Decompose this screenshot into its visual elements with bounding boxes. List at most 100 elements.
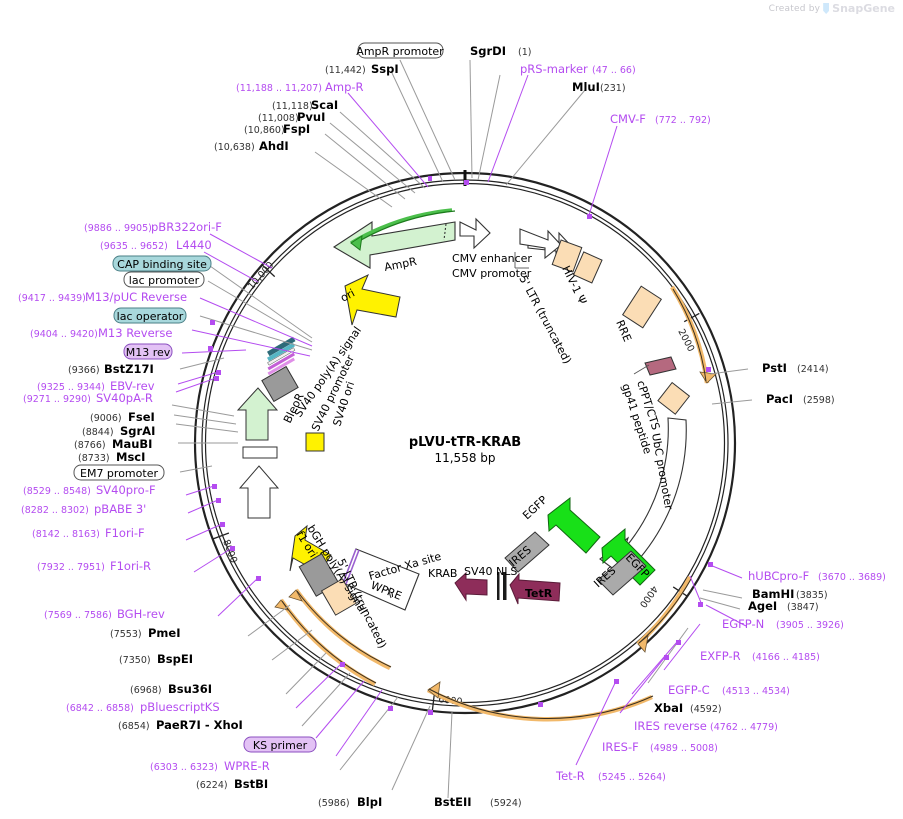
primer-ires-f[interactable]: IRES-F	[602, 740, 639, 754]
primer-f1ori-f[interactable]: F1ori-F	[105, 526, 145, 540]
feature-label-ampr: AmpR	[383, 255, 418, 274]
label-ks-primer[interactable]: KS primer	[243, 736, 317, 753]
primer-f1ori-r[interactable]: F1ori-R	[110, 559, 151, 573]
primer-sv40pa-r[interactable]: SV40pA-R	[96, 391, 153, 405]
feature-ampr: AmpR	[332, 208, 456, 274]
enzyme-sspi-pos: (11,442)	[325, 65, 366, 76]
primer-sv40pro-f[interactable]: SV40pro-F	[96, 483, 156, 497]
enzyme-ahdi[interactable]: AhdI	[259, 139, 289, 153]
enzyme-pvui[interactable]: PvuI	[297, 110, 325, 124]
feature-label-sv40-nls: SV40 NLS	[464, 565, 517, 578]
primer-egfp-c[interactable]: EGFP-C	[668, 683, 710, 697]
primer-pbluescriptks-range: (6842 .. 6858)	[66, 703, 134, 714]
primer-tet-r-range: (5245 .. 5264)	[598, 772, 666, 783]
enzyme-blpi[interactable]: BlpI	[357, 795, 382, 809]
label-text: AmpR promoter	[356, 45, 444, 58]
snapgene-flag-icon	[823, 3, 830, 14]
feature-label-cmv-enhancer: CMV enhancer	[452, 252, 532, 265]
enzyme-paer7i-xhoi[interactable]: PaeR7I - XhoI	[156, 718, 243, 732]
primer-m13-reverse-range: (9404 .. 9420)	[30, 329, 98, 340]
lacz-stripes	[267, 336, 296, 376]
enzyme-fspi-pos: (10,860)	[244, 125, 285, 136]
enzyme-msci[interactable]: MscI	[116, 450, 145, 464]
enzyme-bspei[interactable]: BspEI	[157, 652, 193, 666]
enzyme-bsu36i[interactable]: Bsu36I	[168, 682, 212, 696]
primer-l4440-range: (9635 .. 9652)	[100, 241, 168, 252]
primer-pbabe3[interactable]: pBABE 3'	[94, 502, 146, 516]
primer-pbr322ori-f[interactable]: pBR322ori-F	[151, 220, 222, 234]
primer-ebv-rev[interactable]: EBV-rev	[110, 379, 155, 393]
enzyme-psti[interactable]: PstI	[762, 361, 787, 375]
enzyme-bamhi[interactable]: BamHI	[752, 587, 794, 601]
primer-hubcpro-f[interactable]: hUBCpro-F	[748, 569, 809, 583]
primer-m13puc-reverse-range: (9417 .. 9439)	[18, 293, 86, 304]
primer-m13puc-reverse[interactable]: M13/pUC Reverse	[85, 290, 187, 304]
primer-amp-r[interactable]: Amp-R	[325, 80, 364, 94]
label-ampr-promoter[interactable]: AmpR promoter	[356, 42, 444, 59]
primer-bgh-rev[interactable]: BGH-rev	[117, 607, 165, 621]
label-text: CAP binding site	[117, 258, 207, 271]
primer-cmv-f-range: (772 .. 792)	[655, 115, 711, 126]
primer-l4440[interactable]: L4440	[176, 238, 212, 252]
primer-egfp-n[interactable]: EGFP-N	[722, 617, 764, 631]
enzyme-sgrai-pos: (8844)	[82, 427, 114, 438]
label-em7-promoter[interactable]: EM7 promoter	[73, 464, 165, 481]
enzyme-bsu36i-pos: (6968)	[130, 685, 162, 696]
primer-wpre-r[interactable]: WPRE-R	[224, 759, 270, 773]
enzyme-mlui[interactable]: MluI	[572, 80, 600, 94]
primer-ires-reverse[interactable]: IRES reverse	[634, 719, 707, 733]
plasmid-name: pLVU-tTR-KRAB	[409, 435, 521, 450]
primer-ires-reverse-range: (4762 .. 4779)	[710, 722, 778, 733]
tick-label-4000: 4000	[637, 583, 660, 609]
primer-m13-reverse[interactable]: M13 Reverse	[98, 326, 172, 340]
enzyme-sgrdi[interactable]: SgrDI	[470, 44, 506, 58]
feature-label-ori: ori	[338, 286, 357, 304]
enzyme-bstz17i[interactable]: BstZ17I	[104, 362, 154, 376]
enzyme-psti-pos: (2414)	[797, 364, 829, 375]
enzyme-pmei[interactable]: PmeI	[148, 626, 181, 640]
primer-exfp-r[interactable]: EXFP-R	[700, 649, 741, 663]
primer-tet-r[interactable]: Tet-R	[555, 769, 585, 783]
enzyme-scai-pos: (11,118)	[272, 101, 313, 112]
primer-pbabe3-range: (8282 .. 8302)	[21, 505, 89, 516]
enzyme-sgrdi-pos: (1)	[518, 47, 531, 58]
label-lac-promoter[interactable]: lac promoter	[123, 271, 205, 288]
enzyme-fspi[interactable]: FspI	[283, 122, 310, 136]
primer-ires-f-range: (4989 .. 5008)	[650, 743, 718, 754]
enzyme-xbai[interactable]: XbaI	[654, 701, 683, 715]
enzyme-bsteii-pos: (5924)	[490, 798, 522, 809]
label-text: KS primer	[253, 739, 308, 752]
enzyme-bsteii[interactable]: BstEII	[434, 795, 472, 809]
enzyme-agei[interactable]: AgeI	[748, 599, 777, 613]
enzyme-blpi-pos: (5986)	[318, 798, 350, 809]
label-text: EM7 promoter	[80, 467, 158, 480]
enzyme-sgrai[interactable]: SgrAI	[120, 424, 155, 438]
label-lac-operator[interactable]: lac operator	[113, 307, 187, 324]
primer-f1ori-f-range: (8142 .. 8163)	[32, 529, 100, 540]
enzyme-pmei-pos: (7553)	[110, 629, 142, 640]
enzyme-sspi[interactable]: SspI	[371, 62, 399, 76]
feature-bleor-sv40promoter: BleoR SV40 promoter SV40 ori	[236, 353, 357, 519]
label-text: lac promoter	[129, 274, 200, 287]
enzyme-fsei[interactable]: FseI	[128, 410, 155, 424]
enzyme-maubi-pos: (8766)	[74, 440, 106, 451]
primer-pbluescriptks[interactable]: pBluescriptKS	[140, 700, 220, 714]
label-m13-rev[interactable]: M13 rev	[123, 343, 173, 360]
enzyme-scai[interactable]: ScaI	[311, 98, 338, 112]
enzyme-bstbi-pos: (6224)	[196, 780, 228, 791]
primer-egfp-n-range: (3905 .. 3926)	[776, 620, 844, 631]
primer-cmv-f[interactable]: CMV-F	[610, 112, 646, 126]
enzyme-bstbi[interactable]: BstBI	[234, 777, 268, 791]
feature-label-egfp-1: EGFP	[520, 493, 550, 522]
enzyme-maubi[interactable]: MauBI	[112, 437, 152, 451]
primer-prs-marker[interactable]: pRS-marker	[520, 62, 588, 76]
feature-cmv: CMV enhancer CMV promoter	[452, 217, 574, 280]
enzyme-paci[interactable]: PacI	[766, 392, 793, 406]
primer-sv40pa-r-range: (9271 .. 9290)	[23, 394, 91, 405]
enzyme-bspei-pos: (7350)	[119, 655, 151, 666]
enzyme-xbai-pos: (4592)	[690, 704, 722, 715]
primer-ebv-rev-range: (9325 .. 9344)	[37, 382, 105, 393]
label-cap-binding-site[interactable]: CAP binding site	[112, 255, 212, 272]
feature-label-rre: RRE	[613, 318, 634, 344]
feature-egfp-ires: EGFP IRES EGFP IRES	[504, 493, 656, 596]
